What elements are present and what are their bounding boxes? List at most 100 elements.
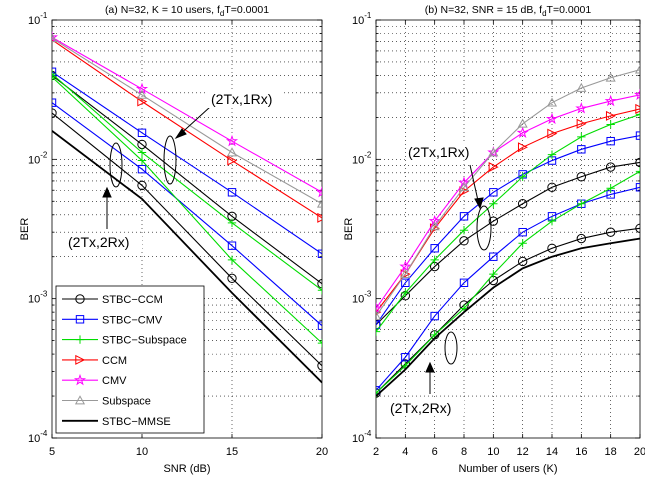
legend-item: CCM (62, 354, 127, 367)
marker-plus (606, 120, 615, 129)
marker-circle (137, 180, 147, 191)
annotation-bg (388, 400, 464, 416)
annotation-label: (2Tx,1Rx) (211, 91, 272, 107)
legend: STBC−CCM STBC−CMV STBC−Subspace CCM CMV Subsp… (55, 285, 205, 434)
y-tick-base: 10 (28, 294, 40, 306)
series-line-square (376, 186, 640, 391)
y-tick-exponent: -2 (40, 150, 48, 159)
marker-star (315, 185, 322, 198)
marker-triangle-right (75, 354, 86, 365)
y-tick-label: 10-3 (28, 290, 48, 306)
title-subscript: d (542, 9, 546, 18)
series-line-circle (376, 161, 640, 326)
marker-square (577, 145, 586, 154)
marker-circle (576, 233, 587, 244)
marker-plus (547, 150, 557, 159)
marker-circle (576, 172, 587, 182)
y-tick-exponent: -2 (364, 150, 372, 159)
annotation-bg (406, 144, 482, 160)
marker-triangle-up (316, 198, 322, 208)
marker-star (487, 146, 500, 158)
x-tick-label: 15 (226, 446, 238, 458)
marker-triangle-right (137, 96, 148, 107)
marker-square (137, 164, 147, 174)
marker-star (545, 112, 559, 125)
marker-circle (459, 236, 469, 246)
series-line-square (52, 71, 322, 255)
x-tick-label: 2 (373, 446, 379, 458)
y-tick-label: 10-4 (28, 429, 48, 445)
marker-plus (606, 184, 615, 193)
marker-star (376, 302, 383, 314)
marker-plus (227, 255, 237, 265)
series-group (52, 31, 322, 384)
axes-frame (375, 19, 641, 439)
marker-circle (517, 199, 528, 209)
series-line-square (376, 135, 640, 326)
series-line-star (376, 94, 640, 309)
marker-square (137, 128, 147, 138)
marker-circle (52, 108, 57, 118)
series-line-none (376, 237, 640, 397)
marker-star (575, 102, 588, 114)
marker-square (227, 241, 237, 250)
y-tick-label: 10-1 (28, 11, 48, 27)
marker-square (459, 278, 469, 287)
title-part: (b) N=32, SNR = 15 dB, f (425, 4, 542, 16)
x-tick-label: 12 (517, 446, 529, 458)
marker-circle (517, 256, 528, 267)
legend-label: STBC−CCM (102, 294, 163, 306)
marker-plus (137, 148, 147, 157)
marker-circle (605, 227, 616, 237)
marker-plus (635, 110, 640, 119)
y-tick-exponent: -4 (364, 429, 372, 438)
marker-triangle-right (547, 128, 558, 139)
x-tick-label: 14 (546, 446, 558, 458)
series-line-plus (52, 76, 322, 344)
arrow-head (474, 197, 484, 210)
y-tick-base: 10 (352, 294, 364, 306)
x-tick-label: 6 (432, 446, 438, 458)
marker-plus (635, 167, 640, 176)
marker-square (606, 136, 615, 146)
legend-item: STBC−Subspace (62, 335, 187, 347)
marker-triangle-up (488, 147, 499, 157)
title-part: (a) N=32, K = 10 users, f (105, 4, 220, 16)
annotation-label: (2Tx,1Rx) (408, 144, 469, 160)
annotation-ellipse (109, 142, 123, 188)
legend-item: STBC−CCM (62, 294, 163, 306)
marker-triangle-right (517, 142, 528, 153)
series-line-triangle-up (52, 37, 322, 205)
annotation-bg (66, 234, 142, 250)
grid (376, 20, 640, 438)
marker-square (489, 252, 498, 261)
arrow-head (102, 186, 112, 198)
annotations (425, 164, 492, 394)
marker-square (518, 227, 527, 237)
series-line-circle (52, 75, 322, 285)
y-tick-base: 10 (352, 154, 364, 166)
marker-plus (137, 156, 147, 165)
plot-area (376, 20, 640, 438)
marker-square (52, 98, 57, 107)
x-axis-label: SNR (dB) (163, 463, 210, 475)
marker-circle (635, 223, 640, 233)
annotation-ellipse (163, 135, 177, 185)
x-tick-label: 20 (634, 446, 645, 458)
marker-triangle-up (429, 221, 440, 231)
marker-triangle-up (400, 268, 411, 278)
marker-square (227, 188, 237, 197)
marker-circle (75, 294, 85, 304)
legend-label: CMV (102, 375, 127, 387)
marker-circle (317, 361, 322, 371)
marker-triangle-up (634, 64, 640, 74)
marker-square (75, 315, 85, 324)
marker-star (225, 134, 239, 147)
series-line-circle (376, 227, 640, 394)
legend-label: STBC−MMSE (102, 416, 171, 428)
marker-plus (52, 69, 57, 79)
axes-frame (51, 19, 323, 439)
series-line-none (52, 130, 322, 384)
marker-square (317, 249, 322, 258)
